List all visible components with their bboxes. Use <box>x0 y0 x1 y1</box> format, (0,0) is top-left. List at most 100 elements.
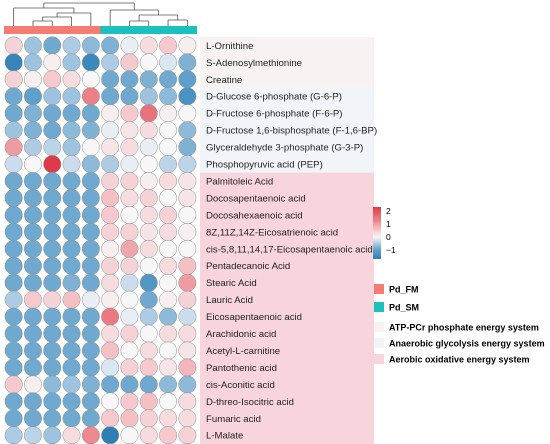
heatmap-cell <box>120 189 139 207</box>
heatmap-cell <box>43 121 62 140</box>
legend-label: Pd_SM <box>389 303 419 313</box>
heatmap-cell <box>101 375 120 394</box>
heatmap-cell <box>4 375 23 394</box>
heatmap-cells <box>4 36 197 444</box>
heatmap-cell <box>139 273 158 292</box>
heatmap-cell <box>120 256 139 275</box>
heatmap-cell <box>178 53 197 72</box>
heatmap-cell <box>101 222 120 241</box>
heatmap-cell <box>120 155 139 174</box>
heatmap-cell <box>81 324 100 343</box>
heatmap-cell <box>178 375 197 394</box>
legend-label: Anaerobic glycolysis energy system <box>389 339 545 349</box>
heatmap-cell <box>159 206 178 224</box>
heatmap-cell <box>120 273 139 292</box>
heatmap-cell <box>24 307 42 326</box>
row-label: S-Adenosylmethionine <box>206 58 302 69</box>
heatmap-cell <box>62 409 81 428</box>
heatmap-cell <box>120 172 139 191</box>
heatmap-cell <box>62 70 81 89</box>
row-group-legend: ATP-PCr phosphate energy system Anaerobic… <box>374 322 545 365</box>
heatmap-cell <box>62 307 81 326</box>
heatmap-cell <box>120 206 139 224</box>
heatmap-cell <box>101 87 120 106</box>
heatmap-cell <box>62 206 81 224</box>
heatmap-cell <box>62 392 81 411</box>
heatmap-cell <box>4 222 23 241</box>
heatmap-cell <box>178 358 197 377</box>
heatmap-cell <box>120 239 139 258</box>
heatmap-cell <box>101 104 120 123</box>
heatmap-cell <box>4 290 23 309</box>
heatmap-cell <box>81 290 100 309</box>
heatmap-cell <box>43 324 62 343</box>
column-group-bar-1 <box>100 26 197 34</box>
heatmap-cell <box>159 426 177 444</box>
heatmap-cell <box>120 70 139 89</box>
heatmap-cell <box>43 273 62 292</box>
row-label: Creatine <box>206 75 242 86</box>
row-label: D-Fructose 6-phosphate (F-6-P) <box>206 109 343 120</box>
heatmap-cell <box>62 53 81 72</box>
heatmap-cell <box>43 138 62 157</box>
heatmap-cell <box>4 256 23 275</box>
heatmap-cell <box>81 121 100 140</box>
heatmap-cell <box>101 206 120 224</box>
heatmap-cell <box>139 104 158 123</box>
heatmap-cell <box>139 189 158 207</box>
row-label: Pentadecanoic Acid <box>206 261 290 272</box>
heatmap-cell <box>101 290 120 309</box>
heatmap-cell <box>4 121 23 140</box>
heatmap-cell <box>178 70 197 89</box>
heatmap-cell <box>159 222 178 241</box>
heatmap-cell <box>4 426 23 444</box>
row-label: L-Malate <box>206 431 243 442</box>
heatmap-cell <box>178 341 197 360</box>
heatmap-cell <box>159 307 178 326</box>
heatmap-cell <box>4 273 23 292</box>
heatmap-cell <box>4 172 23 191</box>
heatmap-cell <box>178 36 197 55</box>
heatmap-cell <box>139 239 158 258</box>
heatmap-cell <box>101 256 120 275</box>
heatmap-cell <box>81 239 100 258</box>
row-label: Docosahexaenoic acid <box>206 210 303 221</box>
heatmap-cell <box>4 358 23 377</box>
heatmap-cell <box>159 358 178 377</box>
heatmap-cell <box>139 206 158 224</box>
heatmap-cell <box>120 375 139 394</box>
heatmap-cell <box>43 53 62 72</box>
heatmap-cell <box>101 426 120 444</box>
heatmap-cell <box>4 70 23 89</box>
legend-swatch-row-group <box>374 322 384 332</box>
heatmap-cell <box>81 87 100 106</box>
row-band-2 <box>200 172 374 444</box>
heatmap-cell <box>120 36 139 55</box>
heatmap-cell <box>43 155 62 174</box>
heatmap-cell <box>4 155 23 174</box>
heatmap-cell <box>62 426 81 444</box>
row-label: D-threo-Isocitric acid <box>206 397 294 408</box>
heatmap-cell <box>43 392 62 411</box>
heatmap-cell <box>4 189 23 207</box>
row-group-bands <box>200 37 374 444</box>
heatmap-cell <box>81 358 100 377</box>
heatmap-cell <box>101 53 120 72</box>
heatmap-cell <box>159 392 178 411</box>
heatmap-cell <box>139 121 158 140</box>
heatmap-cell <box>24 273 42 292</box>
heatmap-cell <box>101 341 120 360</box>
heatmap-cell <box>159 53 178 72</box>
heatmap-cell <box>101 121 120 140</box>
heatmap-cell <box>159 121 178 140</box>
heatmap-cell <box>24 87 42 106</box>
heatmap-cell <box>178 426 197 444</box>
heatmap-cell <box>101 409 120 428</box>
column-annotation-bar <box>4 26 197 34</box>
heatmap-cell <box>159 70 178 89</box>
column-dendrogram <box>13 2 188 26</box>
row-label: Phosphopyruvic acid (PEP) <box>206 160 323 171</box>
heatmap-cell <box>24 121 42 140</box>
row-label: Fumaric acid <box>206 414 261 425</box>
row-label: cis-5,8,11,14,17-Eicosapentaenoic acid <box>206 244 373 255</box>
